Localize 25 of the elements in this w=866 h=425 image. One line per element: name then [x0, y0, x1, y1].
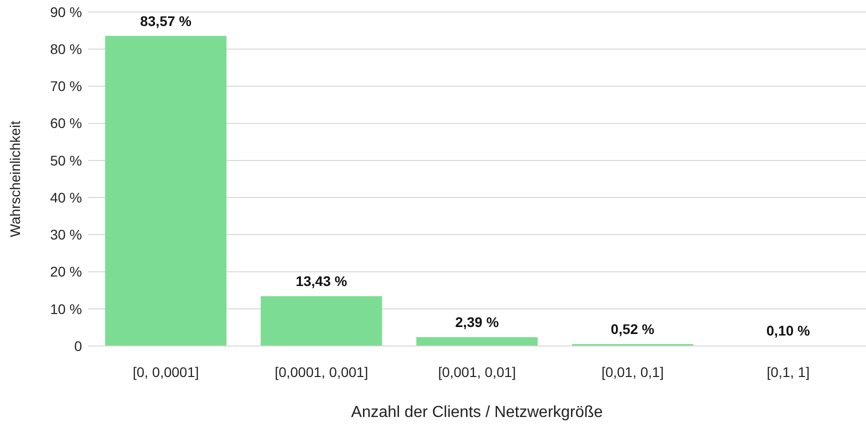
data-label: 83,57 %: [140, 12, 192, 29]
y-axis-title: Wahrscheinlichkeit: [7, 120, 23, 238]
x-tick-label: [0, 0,0001]: [132, 364, 199, 380]
y-tick-label: 70 %: [50, 78, 82, 94]
bar: [260, 296, 382, 346]
x-axis-title: Anzahl der Clients / Netzwerkgröße: [351, 404, 603, 421]
bar: [416, 337, 538, 346]
y-tick-label: 90 %: [50, 4, 82, 20]
x-tick-label: [0,1, 1]: [766, 364, 810, 380]
y-tick-label: 10 %: [50, 300, 82, 317]
data-label: 13,43 %: [296, 273, 348, 290]
y-tick-label: 20 %: [50, 264, 82, 280]
x-tick-label: [0,01, 0,1]: [601, 364, 664, 380]
x-tick-label: [0,0001, 0,001]: [274, 364, 368, 380]
data-label: 0,10 %: [766, 322, 811, 339]
bar: [105, 36, 226, 346]
y-tick-label: 40 %: [50, 189, 82, 206]
x-tick-label: [0,001, 0,01]: [438, 364, 516, 380]
data-label: 0,52 %: [610, 321, 655, 338]
y-tick-label: 80 %: [50, 41, 82, 58]
y-tick-label: 50 %: [50, 152, 82, 168]
y-tick-label: 60 %: [50, 115, 82, 132]
data-label: 2,39 %: [455, 314, 500, 330]
y-tick-label: 0: [74, 338, 82, 354]
y-tick-label: 30 %: [50, 226, 82, 243]
